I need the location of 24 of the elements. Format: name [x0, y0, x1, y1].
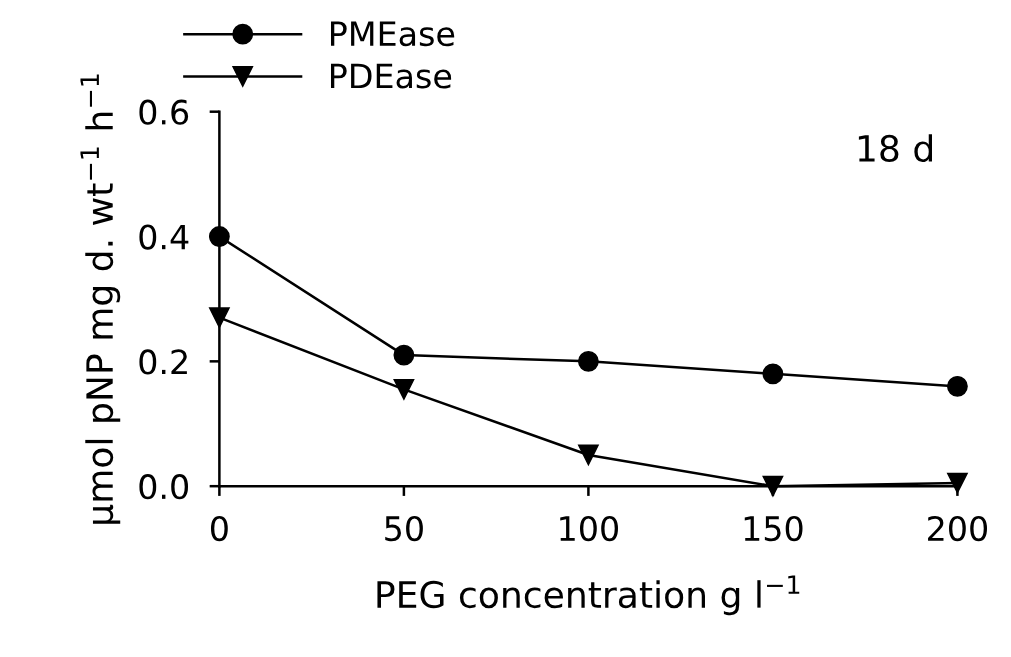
y-tick-label: 0.4	[139, 224, 189, 250]
x-tick-label: 150	[744, 515, 803, 542]
x-tick-label: 100	[560, 515, 618, 542]
point	[946, 375, 968, 397]
x-axis-title: PEG concentration g l$^{−1}$	[377, 575, 800, 616]
point	[393, 379, 415, 400]
point	[762, 363, 784, 385]
point	[208, 307, 230, 329]
legend-label: PDEase	[331, 63, 452, 89]
legend-label: PMEase	[331, 21, 455, 47]
x-tick-label: 200	[928, 515, 988, 542]
point	[946, 472, 968, 494]
annotation: 18 d	[858, 134, 932, 163]
x-tick-label: 0	[210, 515, 228, 542]
y-axis-title: μmol pNP mg d. wt$^{−1}$ h$^{−1}$	[80, 74, 121, 524]
point	[762, 475, 784, 497]
point	[208, 226, 230, 247]
x-tick-label: 50	[385, 515, 423, 542]
point	[577, 350, 599, 372]
y-tick-label: 0.2	[139, 349, 187, 375]
y-tick-label: 0.0	[139, 474, 189, 500]
point	[393, 344, 415, 366]
point	[577, 444, 599, 466]
y-tick-label: 0.6	[139, 99, 189, 125]
